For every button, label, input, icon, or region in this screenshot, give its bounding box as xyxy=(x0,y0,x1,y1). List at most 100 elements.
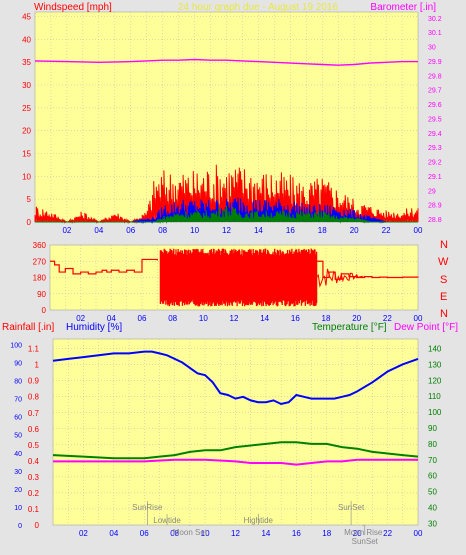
grid-lines xyxy=(35,12,418,526)
barometer-axis-title: Barometer [.in] xyxy=(370,2,436,13)
y-tick-label-rainfall: 0.2 xyxy=(28,489,40,498)
x-tick-label-hour: 10 xyxy=(201,529,210,538)
x-tick-label-hour: 10 xyxy=(199,314,208,323)
y-tick-label-humidity: 10 xyxy=(14,505,22,512)
y-tick-label-rainfall: 1.1 xyxy=(28,345,40,354)
x-tick-label-hour: 22 xyxy=(382,226,391,235)
y-tick-label-temperature: 130 xyxy=(428,360,442,369)
rainfall-axis-title: Rainfall [.in] xyxy=(2,322,54,333)
temperature-axis-title: Temperature [°F] xyxy=(312,322,387,333)
windspeed-axis-title: Windspeed [mph] xyxy=(34,2,112,13)
y-tick-label-rainfall: 0.8 xyxy=(28,393,40,402)
y-tick-label-barometer: 29.3 xyxy=(428,145,442,152)
x-tick-label-hour: 12 xyxy=(231,529,240,538)
y-tick-label-barometer: 30.2 xyxy=(428,16,442,23)
x-tick-label-hour: 20 xyxy=(353,529,362,538)
x-tick-label-hour: 16 xyxy=(286,226,295,235)
y-tick-label-humidity: 80 xyxy=(14,379,22,386)
y-tick-label-rainfall: 0.5 xyxy=(28,441,40,450)
x-tick-label-hour: 20 xyxy=(350,226,359,235)
humidity-line xyxy=(52,350,419,406)
x-tick-label-hour: 14 xyxy=(260,314,269,323)
compass-s: S xyxy=(440,274,447,286)
x-tick-label-hour: 16 xyxy=(291,314,300,323)
temperature-line xyxy=(52,441,419,460)
y-tick-label-barometer: 29.5 xyxy=(428,116,442,123)
x-tick-label-hour: 12 xyxy=(230,314,239,323)
astro-event-label: SunSet xyxy=(338,503,365,512)
astro-event-label: Moon Set xyxy=(173,528,208,537)
y-tick-label-windspeed: 5 xyxy=(27,195,32,204)
x-tick-label-hour: 06 xyxy=(126,226,135,235)
y-tick-label-temperature: 120 xyxy=(428,376,442,385)
dewpoint-line xyxy=(53,458,418,466)
x-tick-label-hour: 22 xyxy=(383,529,392,538)
series-lines xyxy=(34,58,419,466)
x-tick-label-hour: 14 xyxy=(254,226,263,235)
barometer-line xyxy=(34,58,418,66)
y-tick-label-barometer: 29.4 xyxy=(428,131,442,138)
x-tick-label-hour: 12 xyxy=(222,226,231,235)
wind-direction-line xyxy=(50,258,419,280)
x-tick-label-hour: 20 xyxy=(352,314,361,323)
y-tick-label-humidity: 40 xyxy=(14,451,22,458)
y-tick-label-temperature: 80 xyxy=(428,440,437,449)
y-tick-label-windspeed: 30 xyxy=(22,81,31,90)
y-tick-label-windspeed: 35 xyxy=(22,58,31,67)
wind-series-line xyxy=(35,205,418,224)
y-tick-label-barometer: 29 xyxy=(428,188,436,195)
x-tick-label-hour: 22 xyxy=(383,314,392,323)
x-tick-label-hour: 02 xyxy=(76,314,85,323)
x-tick-label-hour: 02 xyxy=(62,226,71,235)
compass-w: W xyxy=(438,256,449,268)
humidity-axis-title: Humidity [%] xyxy=(66,322,122,333)
y-tick-label-temperature: 100 xyxy=(428,408,442,417)
y-tick-label-direction: 360 xyxy=(33,241,47,250)
y-tick-label-barometer: 29.6 xyxy=(428,102,442,109)
y-tick-label-barometer: 30 xyxy=(428,45,436,52)
wind-direction-variable-tail xyxy=(316,268,363,288)
astro-event-label: Lowtide xyxy=(153,516,181,525)
y-tick-label-humidity: 60 xyxy=(14,415,22,422)
x-tick-label-hour: 00 xyxy=(414,529,423,538)
y-tick-label-temperature: 60 xyxy=(428,472,437,481)
y-tick-label-rainfall: 0.3 xyxy=(28,473,40,482)
x-tick-label-hour: 16 xyxy=(292,529,301,538)
y-tick-label-temperature: 70 xyxy=(428,456,437,465)
compass-n-bottom: N xyxy=(440,308,448,320)
y-tick-label-windspeed: 40 xyxy=(22,35,31,44)
x-tick-label-hour: 08 xyxy=(158,226,167,235)
y-tick-label-temperature: 140 xyxy=(428,345,442,354)
x-tick-label-hour: 18 xyxy=(318,226,327,235)
y-tick-label-rainfall: 0 xyxy=(35,521,40,530)
x-tick-label-hour: 00 xyxy=(414,226,423,235)
y-tick-label-windspeed: 15 xyxy=(22,150,31,159)
y-tick-label-humidity: 100 xyxy=(10,342,22,349)
y-tick-label-humidity: 70 xyxy=(14,397,22,404)
y-tick-label-windspeed: 25 xyxy=(22,104,31,113)
y-tick-label-direction: 270 xyxy=(33,257,47,266)
x-tick-label-hour: 18 xyxy=(322,314,331,323)
wind-direction-variable-band xyxy=(159,248,318,307)
y-tick-label-temperature: 40 xyxy=(428,504,437,513)
graph-title: 24 hour graph due - August 19 2016 xyxy=(178,2,339,13)
y-tick-label-rainfall: 0.7 xyxy=(28,409,40,418)
y-tick-label-humidity: 30 xyxy=(14,469,22,476)
y-tick-label-barometer: 28.8 xyxy=(428,217,442,224)
x-tick-label-hour: 00 xyxy=(414,314,423,323)
y-tick-label-temperature: 50 xyxy=(428,488,437,497)
x-tick-label-hour: 02 xyxy=(79,529,88,538)
y-tick-label-humidity: 20 xyxy=(14,487,22,494)
y-tick-label-rainfall: 0.4 xyxy=(28,457,40,466)
y-tick-label-humidity: 90 xyxy=(14,360,22,367)
y-tick-label-humidity: 50 xyxy=(14,433,22,440)
x-tick-label-hour: 06 xyxy=(140,529,149,538)
x-tick-label-hour: 08 xyxy=(168,314,177,323)
y-tick-label-windspeed: 0 xyxy=(27,218,32,227)
y-tick-label-barometer: 29.9 xyxy=(428,59,442,66)
x-tick-label-hour: 10 xyxy=(190,226,199,235)
astro-event-label: Hightide xyxy=(244,516,274,525)
y-tick-label-barometer: 29.8 xyxy=(428,73,442,80)
